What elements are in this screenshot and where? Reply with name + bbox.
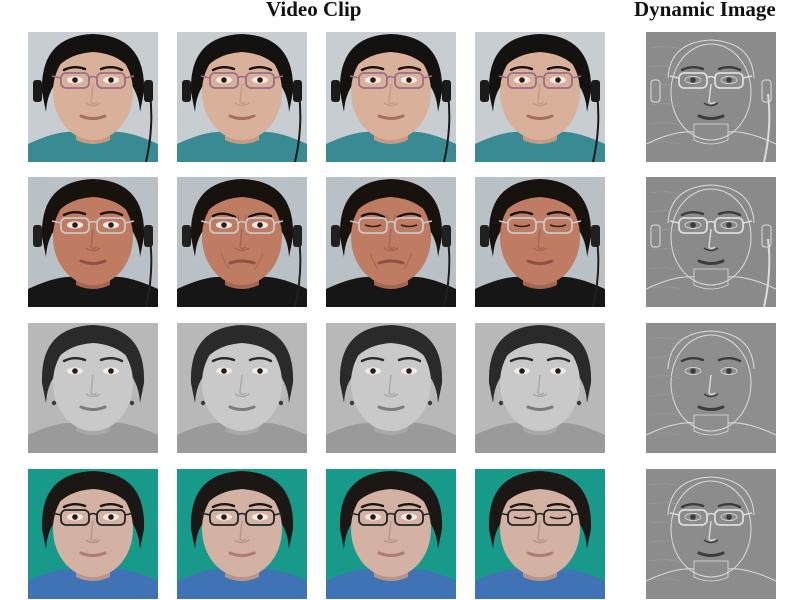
dynamic-image-row-1	[646, 32, 776, 162]
face-frame-image	[475, 32, 605, 162]
dynamic-image-row-2	[646, 177, 776, 307]
face-frame-image	[28, 323, 158, 453]
video-frame-row-2-col-4	[475, 177, 605, 307]
video-frame-row-1-col-4	[475, 32, 605, 162]
video-frame-row-1-col-2	[177, 32, 307, 162]
video-frame-row-3-col-3	[326, 323, 456, 453]
dynamic-face-image	[646, 177, 776, 307]
face-frame-image	[177, 323, 307, 453]
face-frame-image	[326, 32, 456, 162]
dynamic-face-image	[646, 469, 776, 599]
video-clip-heading: Video Clip	[266, 0, 362, 21]
dynamic-image-row-3	[646, 323, 776, 453]
face-frame-image	[326, 323, 456, 453]
face-frame-image	[326, 177, 456, 307]
face-frame-image	[475, 177, 605, 307]
video-frame-row-2-col-2	[177, 177, 307, 307]
video-frame-row-4-col-2	[177, 469, 307, 599]
dynamic-face-image	[646, 323, 776, 453]
face-frame-image	[326, 469, 456, 599]
video-frame-row-4-col-1	[28, 469, 158, 599]
video-frame-row-1-col-3	[326, 32, 456, 162]
face-frame-image	[28, 469, 158, 599]
face-frame-image	[177, 469, 307, 599]
dynamic-image-row-4	[646, 469, 776, 599]
dynamic-image-heading: Dynamic Image	[634, 0, 776, 21]
face-frame-image	[28, 32, 158, 162]
video-frame-row-3-col-4	[475, 323, 605, 453]
video-frame-row-1-col-1	[28, 32, 158, 162]
video-frame-row-3-col-1	[28, 323, 158, 453]
face-frame-image	[475, 323, 605, 453]
video-frame-row-4-col-3	[326, 469, 456, 599]
face-frame-image	[177, 177, 307, 307]
video-frame-row-4-col-4	[475, 469, 605, 599]
face-frame-image	[177, 32, 307, 162]
face-frame-image	[475, 469, 605, 599]
video-frame-row-3-col-2	[177, 323, 307, 453]
video-frame-row-2-col-3	[326, 177, 456, 307]
dynamic-face-image	[646, 32, 776, 162]
face-frame-image	[28, 177, 158, 307]
video-frame-row-2-col-1	[28, 177, 158, 307]
